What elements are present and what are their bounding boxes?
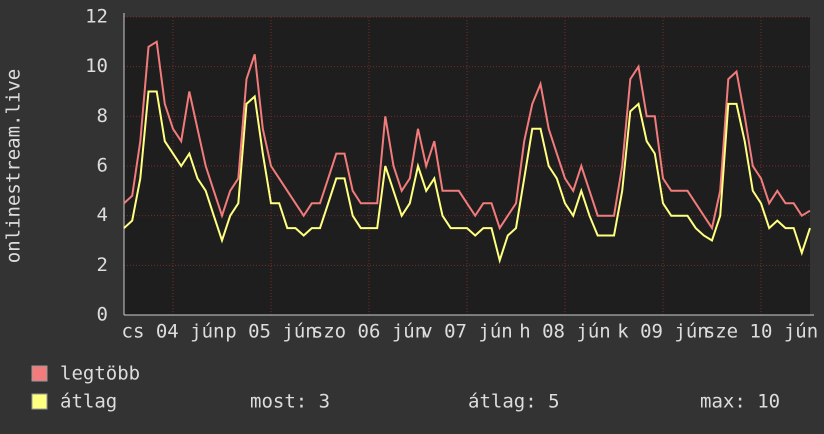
x-tick-label: v 07 jún: [421, 321, 513, 343]
x-tick-label: h 08 jún: [519, 321, 611, 343]
y-tick-label: 6: [97, 155, 108, 177]
legend-stat: most: 3: [250, 391, 330, 413]
y-tick-label: 10: [85, 55, 108, 77]
x-tick-label: szo 06 jún: [312, 321, 426, 343]
y-tick-label: 0: [97, 304, 108, 326]
y-tick-label: 8: [97, 105, 108, 127]
legend-label: átlag: [60, 391, 117, 413]
series-line: [123, 40, 811, 231]
legend-swatch: [31, 393, 48, 410]
legend-stat: átlag: 5: [468, 391, 560, 413]
y-axis-label: onlinestream.live: [3, 69, 25, 263]
x-tick-label: p 05 jún: [225, 321, 317, 343]
x-tick-label: cs 04 jún: [122, 321, 225, 343]
y-tick-label: 12: [85, 6, 108, 28]
x-tick-label: sze 10 jún: [704, 321, 818, 343]
legend-stat: max: 10: [700, 391, 780, 413]
legend-swatch: [31, 365, 48, 382]
series-line: [123, 90, 811, 264]
x-tick-label: k 09 jún: [617, 321, 709, 343]
y-tick-label: 4: [97, 204, 108, 226]
y-tick-label: 2: [97, 254, 108, 276]
legend-label: legtöbb: [60, 363, 140, 385]
